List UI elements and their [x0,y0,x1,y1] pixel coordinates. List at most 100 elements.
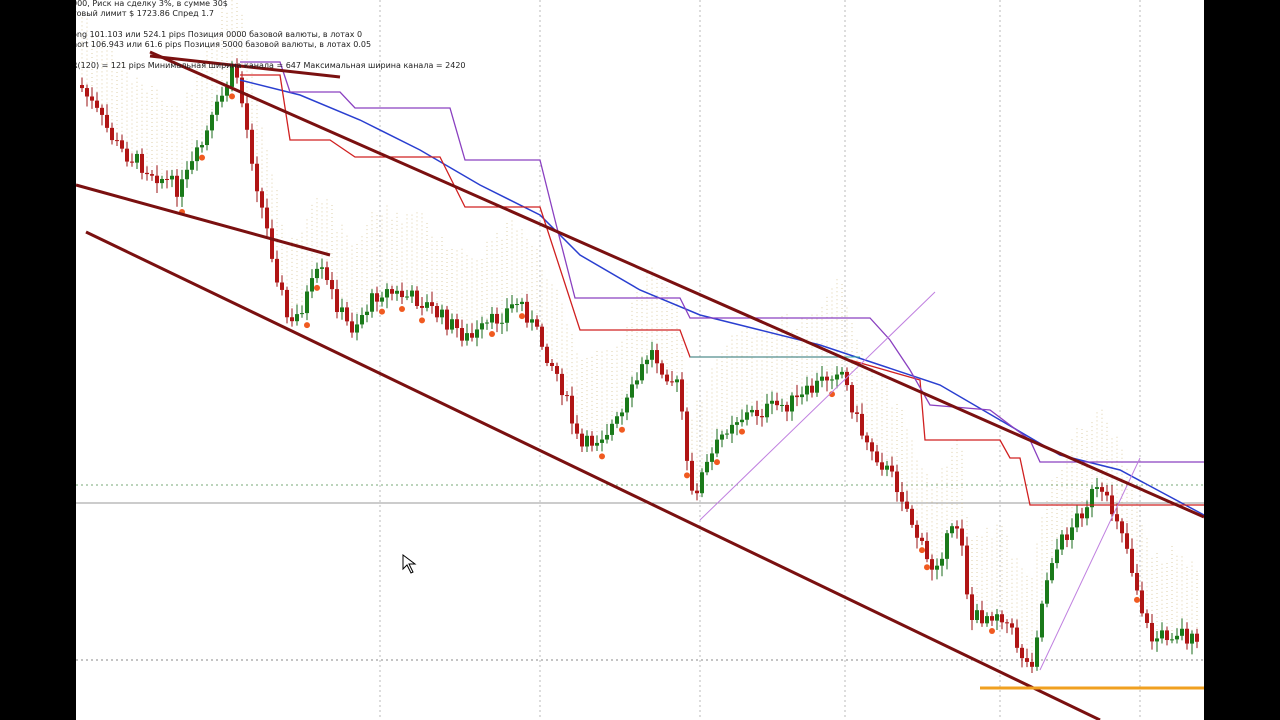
info-line: товый лимит $ 1723.86 Спред 1.7 [72,9,214,18]
candle-body [510,304,514,309]
candle-body [620,412,624,417]
candle-body [245,103,249,130]
candle-body [685,411,689,461]
candle-body [160,178,164,184]
candle-body [910,508,914,525]
candle-body [480,323,484,330]
candle-body [815,380,819,393]
candle-body [180,179,184,197]
candle-body [220,95,224,102]
candle-body [135,153,139,163]
candle-body [770,400,774,404]
candle-body [1195,633,1199,642]
info-line: 000, Риск на сделку 3%, в сумме 30$ [72,0,228,8]
candle-body [760,416,764,418]
candle-body [260,191,264,208]
candle-body [235,64,239,78]
candle-body [830,379,834,381]
info-panel: 000, Риск на сделку 3%, в сумме 30$ товы… [72,0,466,70]
candle-body [635,380,639,385]
grid [76,0,1204,720]
candle-body [650,350,654,360]
candle-body [675,379,679,383]
candle-body [120,140,124,149]
candle-body [315,268,319,279]
candle-body [845,371,849,386]
candle-body [165,178,169,180]
candle-body [615,416,619,424]
candle-body [200,145,204,148]
fractal-dot [1134,596,1140,603]
candle-body [735,422,739,425]
fractal-dot [314,284,320,291]
fractal-dot [519,313,525,320]
trend-line [699,291,936,521]
candle-body [985,616,989,624]
candle-body [1100,487,1104,492]
candle-body [535,319,539,327]
candle-body [855,412,859,414]
candle-body [795,395,799,398]
candle-body [1125,533,1129,549]
info-line: ong 101.103 или 524.1 pips Позиция 0000 … [72,30,362,39]
candle-body [350,321,354,333]
channel-lines [75,50,1205,720]
candle-body [1095,487,1099,489]
candle-body [1180,628,1184,636]
candle-body [270,228,274,259]
candle-body [940,558,944,566]
candle-body [860,413,864,436]
candle-body [325,267,329,281]
candle-body [885,465,889,470]
candle-body [85,88,89,97]
fractal-dot [379,308,385,315]
candle-body [895,471,899,493]
candle-body [775,400,779,406]
candle-body [805,385,809,395]
candle-body [960,528,964,546]
candle-body [900,492,904,502]
candle-body [1015,627,1019,648]
candle-body [205,130,209,146]
candle-body [240,77,244,104]
candle-body [890,465,894,472]
candle-body [1160,630,1164,639]
candle-body [500,322,504,324]
candle-body [730,424,734,434]
candle-body [950,526,954,534]
candle-body [575,423,579,434]
fractal-dot [199,154,205,161]
right-border [1204,0,1280,720]
candle-body [450,319,454,330]
candle-body [430,302,434,306]
candle-body [460,328,464,341]
candle-body [840,371,844,375]
candle-body [1025,658,1029,662]
candle-body [300,313,304,315]
candle-body [560,373,564,396]
candle-body [1165,630,1169,641]
candle-body [1130,548,1134,573]
candle-body [155,175,159,184]
candle-body [680,379,684,412]
candle-body [215,101,219,115]
stop-line [240,74,1204,506]
candle-body [230,64,234,87]
candle-body [1035,637,1039,667]
candle-body [715,439,719,454]
resistance-line [240,61,1204,463]
candle-body [190,161,194,170]
candle-body [515,304,519,306]
candle-body [405,296,409,298]
candle-body [285,289,289,318]
candle-body [690,460,694,491]
fractal-dot [739,428,745,435]
fractal-dot [619,426,625,433]
candle-body [1170,639,1174,641]
candle-body [590,435,594,446]
candle-body [965,545,969,595]
candle-body [905,501,909,509]
candle-body [930,559,934,570]
candle-body [1065,534,1069,540]
